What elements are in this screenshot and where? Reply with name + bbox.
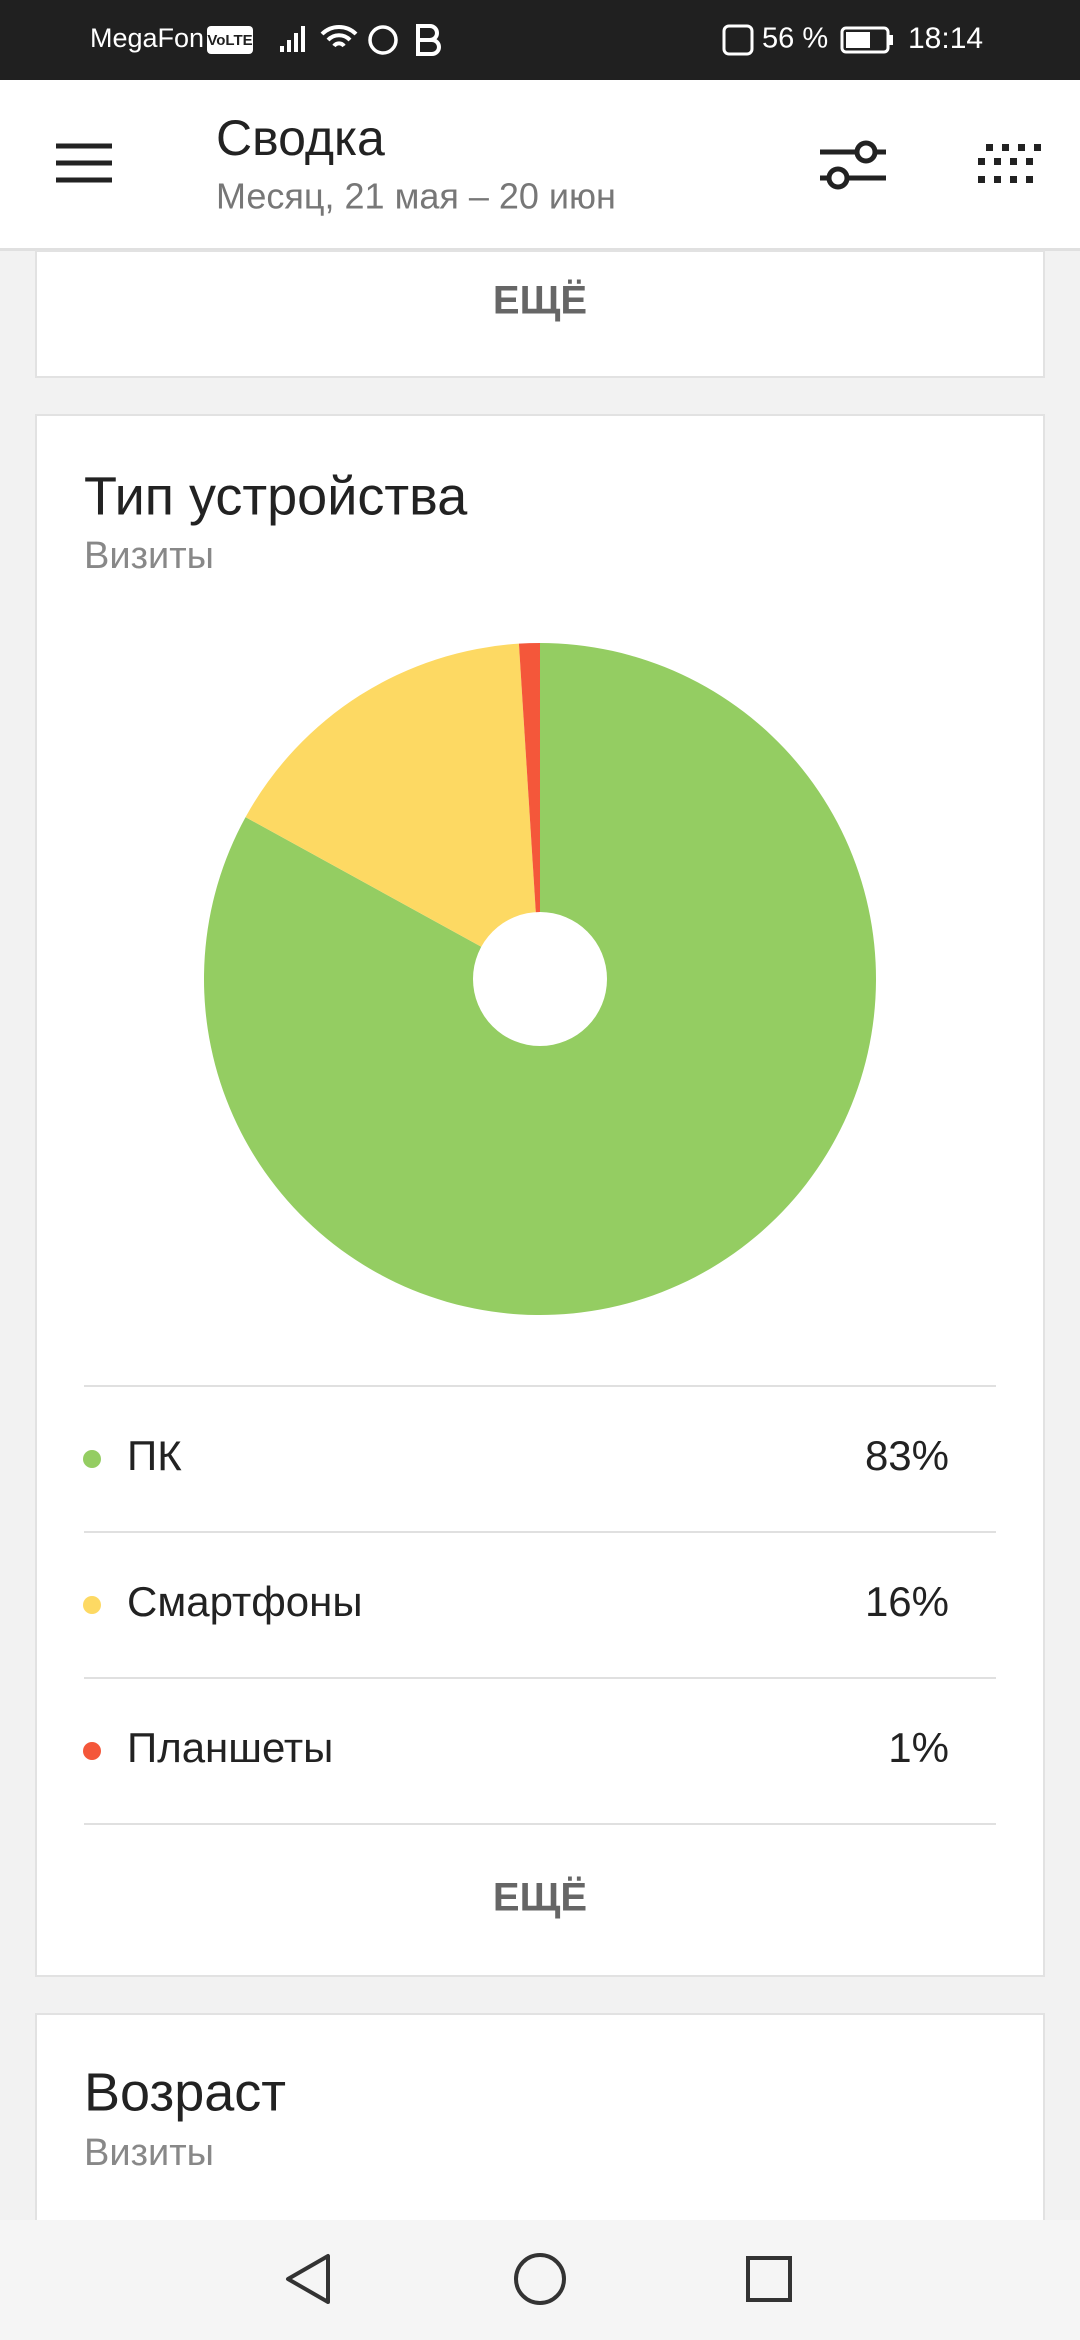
back-button[interactable] bbox=[286, 2254, 330, 2304]
pie-chart bbox=[203, 643, 876, 1315]
header-subtitle[interactable]: Месяц, 21 мая – 20 июн bbox=[216, 176, 616, 217]
battery-percent: 56 % bbox=[762, 23, 828, 55]
filter-button[interactable] bbox=[820, 140, 886, 190]
volte: VoLTE bbox=[207, 32, 252, 49]
pie-slice bbox=[245, 643, 540, 979]
whatsapp-icon bbox=[368, 25, 398, 55]
card-subtitle: Визиты bbox=[84, 2132, 214, 2174]
legend-label: Смартфоны bbox=[127, 1578, 363, 1625]
menu-button[interactable] bbox=[56, 143, 112, 183]
more-button[interactable]: ЕЩЁ bbox=[493, 279, 587, 323]
card-title: Возраст bbox=[84, 2062, 286, 2122]
home-button[interactable] bbox=[514, 2253, 566, 2305]
legend-dot bbox=[83, 1742, 101, 1760]
apps-button[interactable] bbox=[978, 144, 1041, 183]
battery-icon bbox=[840, 26, 890, 54]
legend-dot bbox=[83, 1596, 101, 1614]
vk-icon bbox=[416, 24, 441, 56]
clock: 18:14 bbox=[908, 22, 983, 55]
app-bar-shadow bbox=[0, 248, 1080, 251]
legend-label: ПК bbox=[127, 1432, 182, 1479]
volte-badge bbox=[207, 26, 253, 54]
value-label: 16% bbox=[865, 1578, 949, 1625]
pie-slice bbox=[518, 643, 540, 979]
battery-tip bbox=[889, 35, 893, 45]
legend-label: Планшеты bbox=[127, 1724, 333, 1771]
battery-level bbox=[846, 32, 870, 48]
legend-dot bbox=[83, 1450, 101, 1468]
status-bar bbox=[0, 0, 1080, 80]
wifi-icon bbox=[320, 24, 358, 48]
signal-icon bbox=[280, 26, 305, 52]
legend: ПК 83% Смартфоны 16% Планшеты 1% bbox=[83, 1385, 996, 1825]
app-bar bbox=[0, 80, 1080, 248]
top-card bbox=[35, 250, 1045, 378]
value-label: 1% bbox=[888, 1724, 949, 1771]
header-title: Сводка bbox=[216, 110, 385, 166]
carrier: MegaFon bbox=[90, 23, 204, 53]
pie-hole bbox=[473, 912, 607, 1046]
chart-subtitle: Визиты bbox=[84, 535, 214, 577]
nfc-icon bbox=[722, 24, 754, 56]
chart-title: Тип устройства bbox=[84, 466, 468, 526]
value-label: 83% bbox=[865, 1432, 949, 1479]
navigation-bar bbox=[0, 2220, 1080, 2340]
recents-button[interactable] bbox=[746, 2256, 792, 2302]
more-button[interactable]: ЕЩЁ bbox=[493, 1876, 587, 1920]
